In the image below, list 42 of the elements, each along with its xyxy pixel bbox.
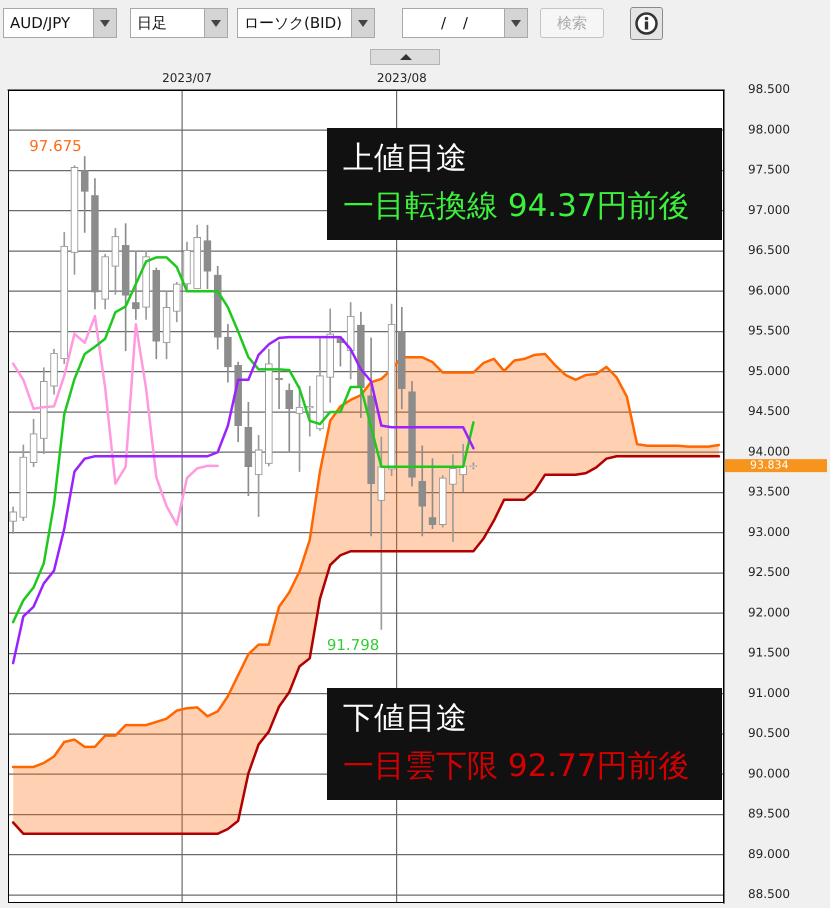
callout-box: 下値目途 一目雲下限 92.77円前後: [327, 688, 722, 800]
y-tick-label: 98.000: [748, 122, 790, 136]
annotation: 下値目途: [343, 699, 468, 738]
search-button: 検索: [540, 8, 604, 38]
annotation: 91.798: [326, 636, 380, 654]
y-tick-label: 91.000: [748, 686, 790, 700]
chart-type-dropdown: ローソク(BID): [237, 8, 375, 38]
y-tick-label: 91.500: [748, 646, 790, 660]
candlestick: [275, 342, 283, 410]
y-tick-label: 92.500: [748, 565, 790, 580]
y-tick-label: 88.500: [748, 887, 790, 902]
y-tick-label: 89.000: [748, 846, 790, 861]
y-tick-label: 95.000: [748, 364, 790, 378]
date-field: / /: [402, 8, 528, 38]
pair-dropdown: AUD/JPY: [3, 8, 117, 38]
y-tick-label: 92.000: [748, 605, 790, 620]
y-tick-label: 97.500: [748, 162, 790, 177]
annotation: 97.675: [29, 136, 82, 155]
y-tick-label: 96.500: [748, 243, 790, 258]
x-tick-label: 2023/08: [376, 70, 427, 85]
y-tick-label: 95.500: [748, 324, 790, 338]
text: 93.834: [750, 458, 788, 472]
y-tick-label: 97.000: [748, 202, 790, 217]
candlestick: [449, 454, 457, 542]
annotation: 一目雲下限 92.77円前後: [343, 747, 691, 786]
period-dropdown: 日足: [130, 8, 228, 38]
chart-title: AUD/JPY: [10, 14, 70, 32]
y-tick-label: 93.000: [748, 524, 790, 539]
annotation: 一目転換線 94.37円前後: [343, 187, 691, 226]
callout-box: 上値目途 一目転換線 94.37円前後: [327, 128, 722, 240]
candlestick: [296, 386, 304, 472]
x-tick-label: 2023/07: [162, 70, 212, 85]
y-tick-label: 90.500: [748, 726, 790, 740]
candlestick: [428, 458, 436, 530]
y-tick-label: 89.500: [748, 806, 790, 821]
annotation: 上値目途: [343, 139, 468, 178]
y-tick-label: 94.000: [748, 444, 790, 458]
y-tick-label: 90.000: [748, 766, 790, 780]
y-tick-label: 94.500: [748, 404, 790, 418]
y-tick-label: 98.500: [748, 82, 790, 96]
y-tick-label: 93.500: [748, 484, 790, 499]
y-tick-label: 96.000: [748, 283, 790, 298]
